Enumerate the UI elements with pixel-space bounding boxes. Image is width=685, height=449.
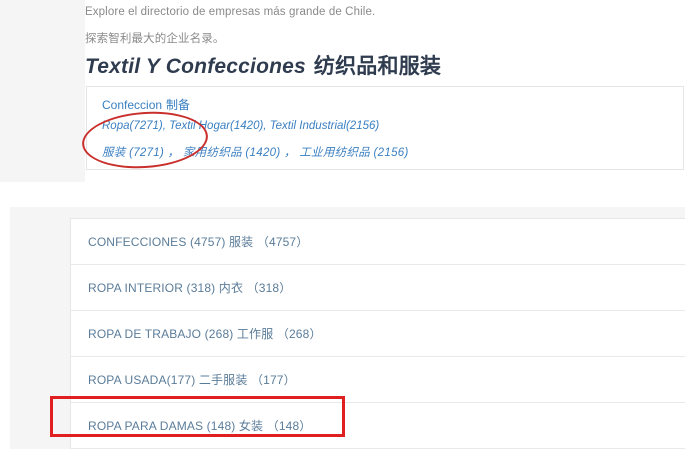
- intro-text-chinese: 探索智利最大的企业名录。: [85, 33, 225, 45]
- intro-text-spanish: Explore el directorio de empresas más gr…: [85, 6, 376, 18]
- subcategory-title-chinese: 制备: [166, 98, 191, 112]
- subcategory-title-spanish: Confeccion: [102, 98, 163, 112]
- list-item-highlighted[interactable]: ROPA PARA DAMAS (148) 女装 （148）: [71, 403, 685, 449]
- list-item-label: CONFECCIONES (4757) 服装 （4757）: [88, 235, 309, 249]
- top-section: Explore el directorio de empresas más gr…: [0, 0, 685, 182]
- subcategory-links-chinese[interactable]: 服装 (7271) ， 家用纺织品 (1420) ， 工业用纺织品 (2156): [102, 147, 409, 159]
- list-item-label: ROPA DE TRABAJO (268) 工作服 （268）: [88, 327, 322, 341]
- list-item[interactable]: CONFECCIONES (4757) 服装 （4757）: [71, 219, 685, 265]
- list-item-label: ROPA USADA(177) 二手服装 （177）: [88, 373, 296, 387]
- subcategory-title-link[interactable]: Confeccion 制备: [102, 96, 190, 113]
- list-item-label: ROPA PARA DAMAS (148) 女装 （148）: [88, 419, 312, 433]
- page-title-spanish: Textil Y Confecciones: [85, 55, 306, 78]
- page-title: Textil Y Confecciones 纺织品和服装: [85, 50, 441, 80]
- list-item[interactable]: ROPA USADA(177) 二手服装 （177）: [71, 357, 685, 403]
- top-content-panel: Explore el directorio de empresas más gr…: [85, 0, 685, 182]
- page-title-chinese: 纺织品和服装: [313, 55, 442, 78]
- list-item-label: ROPA INTERIOR (318) 内衣 （318）: [88, 281, 292, 295]
- list-item[interactable]: ROPA DE TRABAJO (268) 工作服 （268）: [71, 311, 685, 357]
- subcategory-links-spanish[interactable]: Ropa(7271), Textil Hogar(1420), Textil I…: [102, 120, 380, 132]
- category-list-panel: CONFECCIONES (4757) 服装 （4757） ROPA INTER…: [70, 218, 685, 449]
- list-item[interactable]: ROPA INTERIOR (318) 内衣 （318）: [71, 265, 685, 311]
- section-divider-gap: [0, 182, 685, 207]
- subcategory-box: Confeccion 制备 Ropa(7271), Textil Hogar(14…: [86, 86, 684, 170]
- bottom-section: CONFECCIONES (4757) 服装 （4757） ROPA INTER…: [0, 207, 685, 449]
